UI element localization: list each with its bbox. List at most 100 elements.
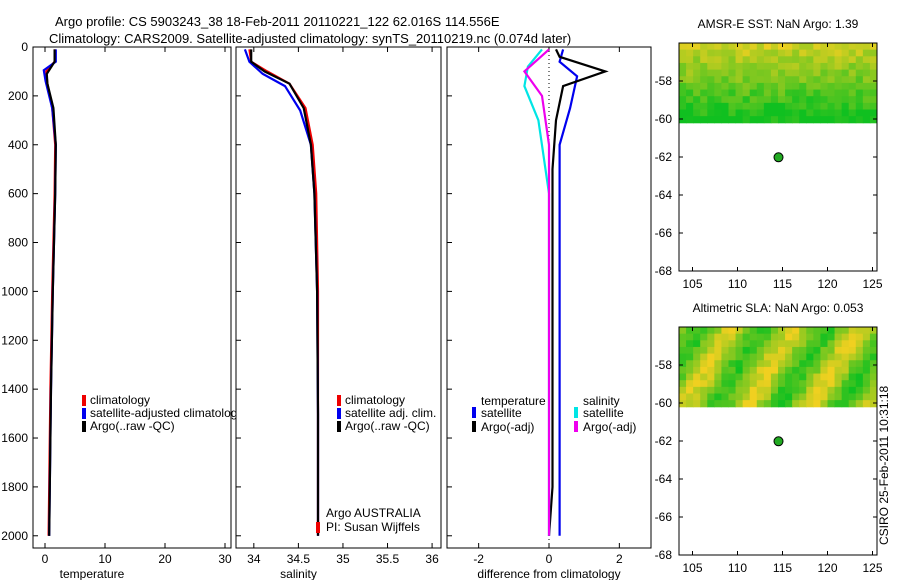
x-axis-label: salinity <box>280 567 317 580</box>
map-cell <box>714 76 722 84</box>
map-cell <box>799 89 807 97</box>
map-cell <box>679 366 687 375</box>
y-tick-label: -68 <box>655 264 673 278</box>
map-cell <box>862 102 871 110</box>
map-cell <box>848 386 857 394</box>
map-cell <box>855 102 864 110</box>
map-cell <box>749 76 758 84</box>
x-tick-label: 120 <box>817 277 837 291</box>
map-cell <box>820 96 828 104</box>
y-tick-label: -62 <box>655 150 673 164</box>
map-cell <box>806 353 814 361</box>
map-cell <box>756 89 765 97</box>
map-cell <box>834 346 843 355</box>
map-cell <box>834 62 843 71</box>
map-cell <box>820 346 828 355</box>
map-cell <box>686 62 694 71</box>
map-cell <box>834 43 843 51</box>
map-cell <box>749 366 758 375</box>
map-cell <box>693 62 701 71</box>
map-cell <box>792 49 800 57</box>
map-cell <box>862 360 871 368</box>
map-cell <box>848 327 857 335</box>
map-cell <box>827 116 836 124</box>
map-cell <box>848 400 857 408</box>
map-cell <box>700 386 708 394</box>
x-tick-label: 110 <box>728 277 747 291</box>
map-cell <box>806 380 814 388</box>
map-cell <box>834 400 843 408</box>
map-cell <box>855 43 864 51</box>
y-tick-label: 400 <box>8 138 28 152</box>
map-cell <box>679 96 687 104</box>
map-cell <box>707 373 715 381</box>
map-cell <box>735 346 744 355</box>
map-cell <box>742 62 751 71</box>
map-cell <box>679 89 687 97</box>
map-cell <box>756 116 765 124</box>
map-cell <box>742 373 751 381</box>
map-cell <box>700 327 708 335</box>
map-cell <box>728 62 737 71</box>
map-cell <box>806 327 814 335</box>
map-cell <box>785 76 793 84</box>
map-cell <box>735 43 744 51</box>
map-cell <box>763 49 772 57</box>
map-cell <box>785 366 793 375</box>
map-cell <box>855 62 864 71</box>
y-tick-label: -58 <box>655 358 673 372</box>
map-cell <box>735 62 744 71</box>
map-cell <box>749 62 758 71</box>
map-cell <box>841 69 850 77</box>
map-cell <box>869 96 878 104</box>
map-cell <box>707 109 715 117</box>
map-cell <box>792 340 800 348</box>
map-cell <box>735 333 744 341</box>
map-cell <box>820 366 828 375</box>
map-cell <box>756 96 765 104</box>
map-cell <box>756 373 765 381</box>
map-cell <box>763 346 772 355</box>
map-cell <box>693 116 701 124</box>
map-cell <box>763 333 772 341</box>
map-cell <box>799 333 807 341</box>
map-cell <box>792 69 800 77</box>
map-cell <box>679 49 687 57</box>
map-cell <box>778 393 786 401</box>
map-cell <box>721 82 729 91</box>
map-cell <box>770 346 779 355</box>
map-cell <box>848 116 857 124</box>
map-cell <box>686 400 694 408</box>
map-cell <box>728 380 737 388</box>
map-cell <box>742 393 751 401</box>
map-cell <box>855 373 864 381</box>
map-cell <box>869 116 878 124</box>
map-cell <box>714 400 722 408</box>
map-cell <box>792 346 800 355</box>
x-tick-label: 2 <box>616 552 623 566</box>
legend-label: climatology <box>345 393 405 407</box>
map-cell <box>813 346 821 355</box>
map-cell <box>820 102 828 110</box>
y-tick-label: -68 <box>655 548 673 562</box>
map-cell <box>799 43 807 51</box>
map-cell <box>721 49 729 57</box>
map-cell <box>686 116 694 124</box>
map-cell <box>707 327 715 335</box>
map-cell <box>742 43 751 51</box>
map-cell <box>742 109 751 117</box>
map-cell <box>686 373 694 381</box>
map-cell <box>799 76 807 84</box>
map-cell <box>756 353 765 361</box>
map-cell <box>756 43 765 51</box>
map-cell <box>679 62 687 71</box>
map-cell <box>827 82 836 91</box>
map-cell <box>827 69 836 77</box>
map-cell <box>693 400 701 408</box>
map-cell <box>756 340 765 348</box>
map-cell <box>714 327 722 335</box>
map-cell <box>714 69 722 77</box>
map-cell <box>700 393 708 401</box>
map-cell <box>700 366 708 375</box>
map-cell <box>820 340 828 348</box>
